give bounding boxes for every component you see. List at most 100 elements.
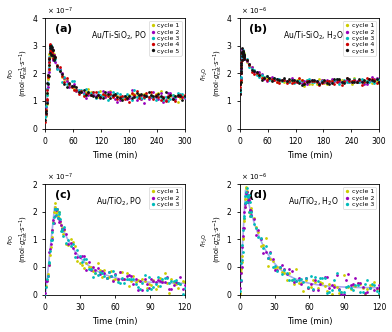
cycle 3 [327, 79, 332, 83]
cycle 3 [72, 79, 76, 83]
cycle 5 [48, 44, 53, 48]
X-axis label: Time (min): Time (min) [93, 317, 138, 326]
cycle 1 [241, 51, 246, 55]
cycle 5 [297, 81, 301, 85]
cycle 4 [238, 92, 242, 96]
X-axis label: Time (min): Time (min) [287, 151, 332, 160]
X-axis label: Time (min): Time (min) [287, 317, 332, 326]
cycle 3 [301, 280, 306, 284]
cycle 1 [248, 211, 253, 215]
cycle 3 [265, 74, 269, 78]
cycle 5 [43, 118, 48, 122]
Line: cycle 2: cycle 2 [238, 47, 381, 94]
cycle 2 [327, 80, 332, 84]
cycle 1 [377, 81, 381, 85]
cycle 1 [111, 278, 116, 282]
cycle 1 [134, 94, 139, 98]
cycle 3 [52, 55, 56, 59]
Line: cycle 5: cycle 5 [238, 46, 381, 95]
cycle 1 [82, 266, 87, 270]
cycle 3 [43, 293, 48, 297]
Y-axis label: $r_{\mathrm{H_{2}O}}$
(mol$\cdot$$g_{\mathrm{cat}}^{-1}$$\cdot$$s^{-1}$): $r_{\mathrm{H_{2}O}}$ (mol$\cdot$$g_{\ma… [199, 49, 225, 97]
cycle 3 [238, 297, 242, 301]
cycle 4 [327, 79, 332, 83]
cycle 5 [51, 48, 56, 52]
cycle 3 [134, 95, 139, 99]
cycle 2 [58, 223, 63, 227]
cycle 2 [247, 199, 252, 203]
cycle 5 [182, 94, 187, 98]
cycle 1 [270, 260, 275, 264]
cycle 3 [238, 90, 242, 94]
cycle 3 [245, 186, 250, 190]
cycle 1 [80, 263, 84, 267]
cycle 3 [138, 287, 142, 291]
cycle 4 [241, 56, 246, 60]
cycle 2 [43, 114, 48, 118]
Y-axis label: $r_{\mathrm{H_{2}O}}$
(mol$\cdot$$g_{\mathrm{cat}}^{-1}$$\cdot$$s^{-1}$): $r_{\mathrm{H_{2}O}}$ (mol$\cdot$$g_{\ma… [199, 215, 225, 263]
cycle 5 [240, 46, 245, 50]
cycle 2 [182, 283, 187, 287]
cycle 3 [51, 55, 56, 59]
cycle 5 [105, 92, 110, 96]
Line: cycle 1: cycle 1 [238, 185, 381, 298]
Y-axis label: $r_{\mathrm{PO}}$
(mol$\cdot$$g_{\mathrm{cat}}^{-1}$$\cdot$$s^{-1}$): $r_{\mathrm{PO}}$ (mol$\cdot$$g_{\mathrm… [5, 215, 31, 263]
cycle 2 [74, 89, 79, 93]
Text: $\times\ 10^{-6}$: $\times\ 10^{-6}$ [241, 172, 267, 183]
cycle 3 [297, 79, 301, 83]
cycle 4 [377, 80, 381, 84]
cycle 2 [297, 80, 301, 84]
cycle 5 [327, 82, 332, 86]
cycle 4 [52, 56, 56, 60]
cycle 3 [74, 88, 79, 92]
cycle 1 [74, 89, 79, 93]
cycle 1 [105, 94, 110, 98]
cycle 3 [58, 229, 63, 233]
cycle 3 [43, 115, 48, 119]
cycle 3 [80, 260, 84, 264]
cycle 2 [111, 279, 116, 283]
cycle 2 [270, 257, 275, 261]
Text: Au/TiO$_2$, H$_2$O: Au/TiO$_2$, H$_2$O [288, 195, 339, 208]
cycle 2 [60, 227, 65, 231]
cycle 1 [43, 294, 48, 298]
cycle 2 [265, 79, 269, 83]
Legend: cycle 1, cycle 2, cycle 3: cycle 1, cycle 2, cycle 3 [343, 187, 376, 209]
cycle 1 [138, 279, 142, 283]
Text: $\mathbf{(c)}$: $\mathbf{(c)}$ [54, 189, 72, 203]
cycle 4 [297, 76, 301, 80]
cycle 2 [240, 47, 245, 51]
cycle 1 [301, 289, 306, 293]
cycle 3 [241, 54, 246, 58]
Line: cycle 3: cycle 3 [44, 208, 186, 297]
cycle 4 [240, 49, 245, 53]
cycle 4 [74, 88, 79, 92]
cycle 3 [111, 269, 116, 273]
cycle 3 [248, 200, 253, 204]
cycle 5 [377, 80, 381, 84]
cycle 1 [53, 202, 57, 206]
Line: cycle 1: cycle 1 [238, 50, 381, 94]
cycle 1 [58, 222, 63, 226]
Text: $\times\ 10^{-7}$: $\times\ 10^{-7}$ [47, 172, 73, 183]
Text: Au/TiO$_2$, PO: Au/TiO$_2$, PO [96, 195, 142, 208]
cycle 4 [182, 93, 187, 97]
cycle 5 [74, 85, 79, 89]
cycle 5 [72, 84, 76, 88]
cycle 1 [43, 114, 48, 118]
Legend: cycle 1, cycle 2, cycle 3: cycle 1, cycle 2, cycle 3 [149, 187, 181, 209]
cycle 2 [241, 54, 246, 58]
cycle 2 [329, 283, 334, 287]
cycle 1 [344, 295, 348, 299]
cycle 2 [51, 57, 56, 61]
cycle 1 [243, 185, 248, 189]
cycle 2 [301, 294, 306, 298]
Text: Au/Ti-SiO$_2$, H$_2$O: Au/Ti-SiO$_2$, H$_2$O [283, 29, 344, 42]
cycle 3 [270, 266, 275, 270]
cycle 1 [238, 293, 242, 297]
cycle 3 [262, 75, 267, 79]
cycle 3 [241, 53, 246, 57]
cycle 2 [268, 250, 273, 254]
cycle 2 [248, 208, 253, 211]
cycle 3 [49, 43, 53, 47]
